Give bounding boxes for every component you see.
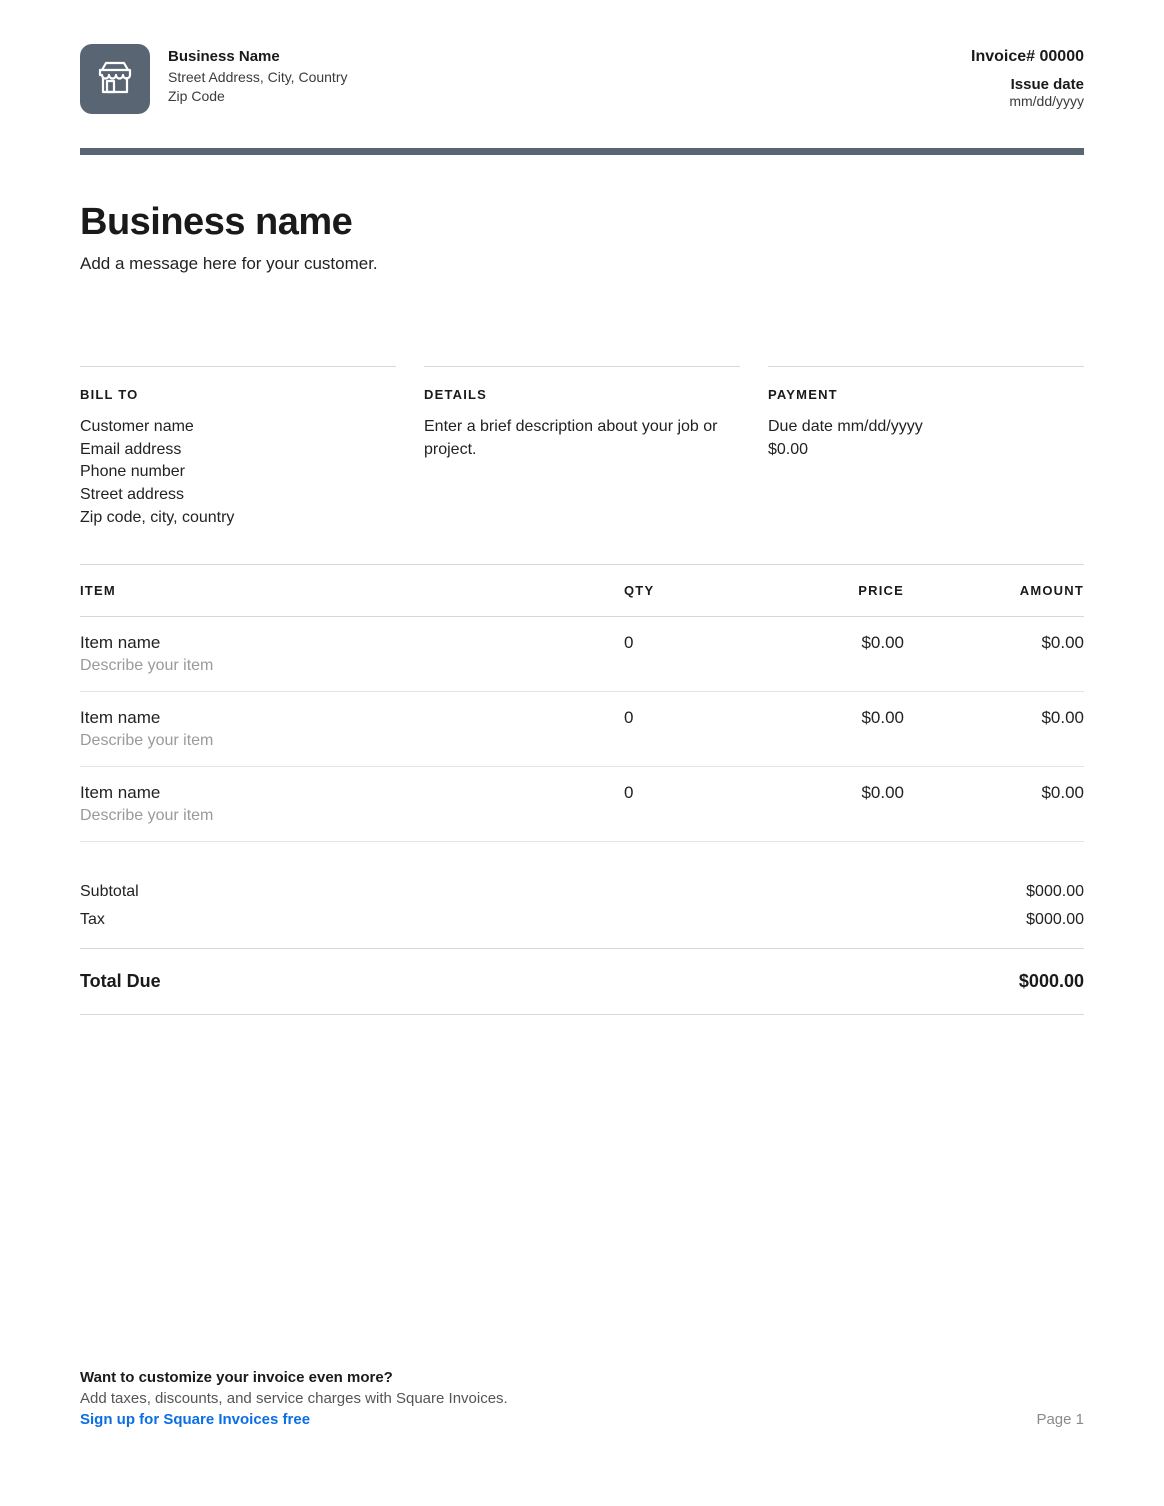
info-columns: BILL TO Customer name Email address Phon… bbox=[80, 366, 1084, 530]
item-desc: Describe your item bbox=[80, 807, 624, 825]
business-logo bbox=[80, 44, 150, 114]
details-column: DETAILS Enter a brief description about … bbox=[424, 366, 740, 530]
tax-value: $000.00 bbox=[1026, 911, 1084, 929]
total-due-label: Total Due bbox=[80, 971, 161, 992]
payment-column: PAYMENT Due date mm/dd/yyyy $0.00 bbox=[768, 366, 1084, 530]
footer-question: Want to customize your invoice even more… bbox=[80, 1369, 1084, 1386]
issue-date-value: mm/dd/yyyy bbox=[971, 93, 1084, 109]
signup-link[interactable]: Sign up for Square Invoices free bbox=[80, 1411, 1084, 1428]
issue-date-label: Issue date bbox=[971, 76, 1084, 93]
payment-amount: $0.00 bbox=[768, 439, 1084, 462]
bill-to-label: BILL TO bbox=[80, 387, 396, 402]
item-amount: $0.00 bbox=[904, 783, 1084, 803]
title-block: Business name Add a message here for you… bbox=[80, 201, 1084, 274]
payment-label: PAYMENT bbox=[768, 387, 1084, 402]
header: Business Name Street Address, City, Coun… bbox=[80, 44, 1084, 114]
details-label: DETAILS bbox=[424, 387, 740, 402]
item-amount: $0.00 bbox=[904, 633, 1084, 653]
subtotal-value: $000.00 bbox=[1026, 883, 1084, 901]
item-qty: 0 bbox=[624, 708, 724, 728]
col-header-price: PRICE bbox=[724, 583, 904, 598]
item-qty: 0 bbox=[624, 633, 724, 653]
footer: Want to customize your invoice even more… bbox=[80, 1369, 1084, 1428]
payment-body: Due date mm/dd/yyyy $0.00 bbox=[768, 416, 1084, 461]
bill-to-body: Customer name Email address Phone number… bbox=[80, 416, 396, 530]
total-due-value: $000.00 bbox=[1019, 971, 1084, 992]
table-row: Item name Describe your item 0 $0.00 $0.… bbox=[80, 692, 1084, 767]
divider-bar bbox=[80, 148, 1084, 155]
header-right: Invoice# 00000 Issue date mm/dd/yyyy bbox=[971, 44, 1084, 109]
item-price: $0.00 bbox=[724, 783, 904, 803]
item-name: Item name bbox=[80, 783, 624, 803]
tax-row: Tax $000.00 bbox=[80, 906, 1084, 934]
item-name: Item name bbox=[80, 633, 624, 653]
business-info: Business Name Street Address, City, Coun… bbox=[168, 44, 347, 106]
footer-desc: Add taxes, discounts, and service charge… bbox=[80, 1390, 1084, 1407]
items-table: ITEM QTY PRICE AMOUNT Item name Describe… bbox=[80, 564, 1084, 842]
page-number: Page 1 bbox=[1036, 1411, 1084, 1428]
item-qty: 0 bbox=[624, 783, 724, 803]
col-header-qty: QTY bbox=[624, 583, 724, 598]
business-address-2: Zip Code bbox=[168, 87, 347, 106]
total-due-row: Total Due $000.00 bbox=[80, 949, 1084, 1015]
item-name: Item name bbox=[80, 708, 624, 728]
business-name: Business Name bbox=[168, 48, 347, 65]
totals-block: Subtotal $000.00 Tax $000.00 Total Due $… bbox=[80, 878, 1084, 1015]
bill-to-line: Customer name bbox=[80, 416, 396, 439]
col-header-item: ITEM bbox=[80, 583, 624, 598]
item-desc: Describe your item bbox=[80, 732, 624, 750]
table-row: Item name Describe your item 0 $0.00 $0.… bbox=[80, 617, 1084, 692]
table-row: Item name Describe your item 0 $0.00 $0.… bbox=[80, 767, 1084, 842]
subtotal-label: Subtotal bbox=[80, 883, 139, 901]
bill-to-line: Street address bbox=[80, 484, 396, 507]
items-header-row: ITEM QTY PRICE AMOUNT bbox=[80, 564, 1084, 617]
bill-to-line: Zip code, city, country bbox=[80, 507, 396, 530]
business-address-1: Street Address, City, Country bbox=[168, 68, 347, 87]
customer-message: Add a message here for your customer. bbox=[80, 254, 1084, 274]
details-body: Enter a brief description about your job… bbox=[424, 416, 740, 461]
col-header-amount: AMOUNT bbox=[904, 583, 1084, 598]
invoice-number: Invoice# 00000 bbox=[971, 48, 1084, 66]
payment-due-date: Due date mm/dd/yyyy bbox=[768, 416, 1084, 439]
bill-to-line: Phone number bbox=[80, 461, 396, 484]
item-price: $0.00 bbox=[724, 633, 904, 653]
bill-to-line: Email address bbox=[80, 439, 396, 462]
item-price: $0.00 bbox=[724, 708, 904, 728]
item-amount: $0.00 bbox=[904, 708, 1084, 728]
invoice-page: Business Name Street Address, City, Coun… bbox=[0, 0, 1164, 1055]
subtotal-row: Subtotal $000.00 bbox=[80, 878, 1084, 906]
tax-label: Tax bbox=[80, 911, 105, 929]
header-left: Business Name Street Address, City, Coun… bbox=[80, 44, 347, 114]
storefront-icon bbox=[93, 57, 137, 101]
bill-to-column: BILL TO Customer name Email address Phon… bbox=[80, 366, 396, 530]
page-title: Business name bbox=[80, 201, 1084, 244]
item-desc: Describe your item bbox=[80, 657, 624, 675]
